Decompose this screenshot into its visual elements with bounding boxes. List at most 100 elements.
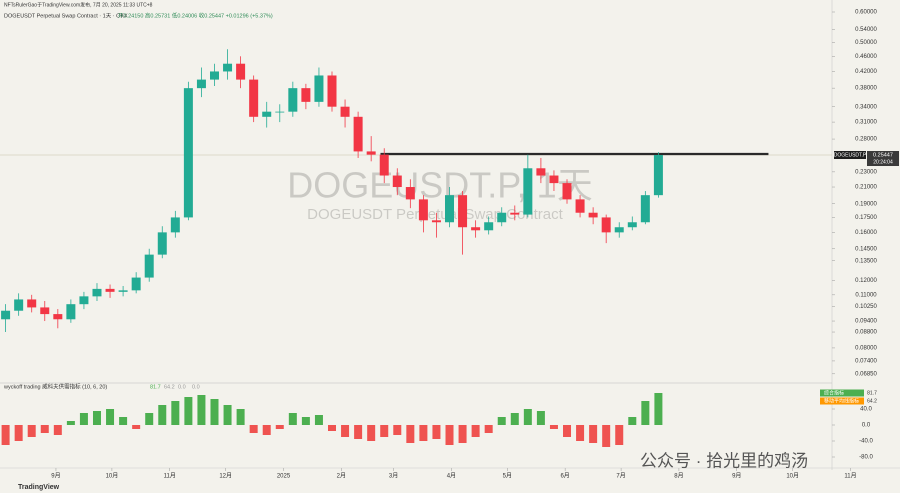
candle-body (353, 116, 363, 152)
candle-body (1, 310, 11, 320)
y-tick-label: 0.12000 (855, 278, 877, 284)
candle-body (431, 220, 441, 223)
histogram-bar (497, 417, 506, 425)
candle-body (209, 71, 219, 80)
histogram-bar (458, 425, 467, 443)
candle-body (118, 290, 128, 292)
price-label-countdown: 20:24:04 (873, 159, 893, 165)
x-tick-label: 11月 (844, 473, 856, 480)
watermark-symbol: DOGEUSDT.P, 1天 (287, 165, 592, 206)
y-tick-label: 0.46000 (855, 54, 877, 60)
y-tick-label: 0.54000 (855, 27, 877, 33)
histogram-bar (563, 425, 572, 437)
histogram-bar (158, 405, 167, 425)
histogram-bar (14, 425, 23, 441)
candle-body (262, 111, 272, 117)
y-tick-label: 0.14500 (855, 246, 877, 252)
candle-body (314, 75, 324, 102)
histogram-bar (249, 425, 258, 433)
histogram-bar (654, 393, 663, 425)
histogram-bar (354, 425, 363, 439)
candle-body (588, 212, 598, 218)
candle-body (510, 212, 520, 215)
candle-body (105, 288, 115, 292)
candle-body (614, 227, 624, 233)
histogram-bar (145, 413, 154, 425)
candle-body (157, 232, 167, 255)
indicator-legend-value: 0.0 (178, 384, 186, 390)
x-tick-label: 9月 (732, 473, 741, 480)
y-tick-label: 0.09400 (855, 319, 877, 325)
candle-body (445, 195, 455, 223)
x-tick-label: 5月 (503, 473, 512, 480)
y-tick-label: 0.07400 (855, 359, 877, 365)
histogram-bar (641, 401, 650, 425)
indicator-legend-value: 64.2 (164, 384, 175, 390)
y-tick-label: 40.0 (860, 407, 872, 413)
x-tick-label: 12月 (219, 473, 232, 480)
histogram-bar (301, 417, 310, 425)
candle-body (40, 307, 50, 315)
candle-body (575, 199, 585, 213)
candle-body (536, 168, 546, 176)
candle-body (418, 199, 428, 221)
x-tick-label: 10月 (786, 473, 799, 480)
histogram-bar (288, 413, 297, 425)
candle-body (183, 88, 193, 218)
candle-body (562, 183, 572, 200)
histogram-bar (549, 425, 558, 429)
histogram-bar (615, 425, 624, 445)
candle-body (249, 79, 259, 117)
candle-body (301, 88, 311, 102)
badge-name: 综合指标 (824, 389, 844, 396)
price-label-value-box (867, 151, 899, 167)
price-label-symbol-box (834, 151, 866, 160)
candle-body (223, 63, 233, 72)
y-tick-label: 0.19000 (855, 201, 877, 207)
histogram-bar (432, 425, 441, 439)
price-label-symbol: DOGEUSDT.P (834, 152, 867, 158)
candle-body (92, 288, 102, 297)
y-tick-label: 0.38000 (855, 86, 877, 92)
histogram-bar (341, 425, 350, 437)
candle-body (340, 106, 350, 117)
y-tick-label: 0.16000 (855, 230, 877, 236)
histogram-bar (602, 425, 611, 447)
histogram-bar (380, 425, 389, 437)
histogram-bar (406, 425, 415, 443)
y-tick-label: 0.13500 (855, 258, 877, 264)
y-tick-label: 0.06850 (855, 371, 877, 377)
histogram-bar (1, 425, 10, 445)
candle-body (236, 63, 246, 80)
publisher: NFTsRulerGao于TradingView.com发布, 7月 20, 2… (4, 1, 153, 8)
candle-body (640, 195, 650, 223)
candle-body (144, 254, 154, 278)
candle-body (601, 217, 611, 233)
candle-body (497, 212, 507, 223)
y-tick-label: 0.08000 (855, 346, 877, 352)
histogram-bar (66, 421, 75, 425)
histogram-bar (328, 425, 336, 431)
histogram-bar (589, 425, 598, 443)
histogram-bar (79, 413, 88, 425)
histogram-bar (171, 401, 180, 425)
candle-body (392, 175, 402, 188)
y-tick-label: -40.0 (859, 439, 873, 445)
y-tick-label: 0.21000 (855, 185, 877, 191)
histogram-bar (510, 413, 519, 425)
histogram-bar (210, 399, 219, 425)
histogram-bar (393, 425, 402, 435)
histogram-bar (184, 397, 193, 425)
histogram-bar (197, 395, 206, 425)
candle-body (53, 314, 63, 320)
indicator-legend-value: 0.0 (192, 384, 200, 390)
x-tick-label: 2025 (277, 474, 291, 480)
histogram-bar (536, 411, 545, 425)
candle-body (523, 168, 533, 215)
histogram-bar (314, 415, 323, 425)
badge-value: 64.2 (867, 398, 877, 404)
y-tick-label: 0.11000 (855, 292, 877, 298)
histogram-bar (132, 425, 141, 429)
